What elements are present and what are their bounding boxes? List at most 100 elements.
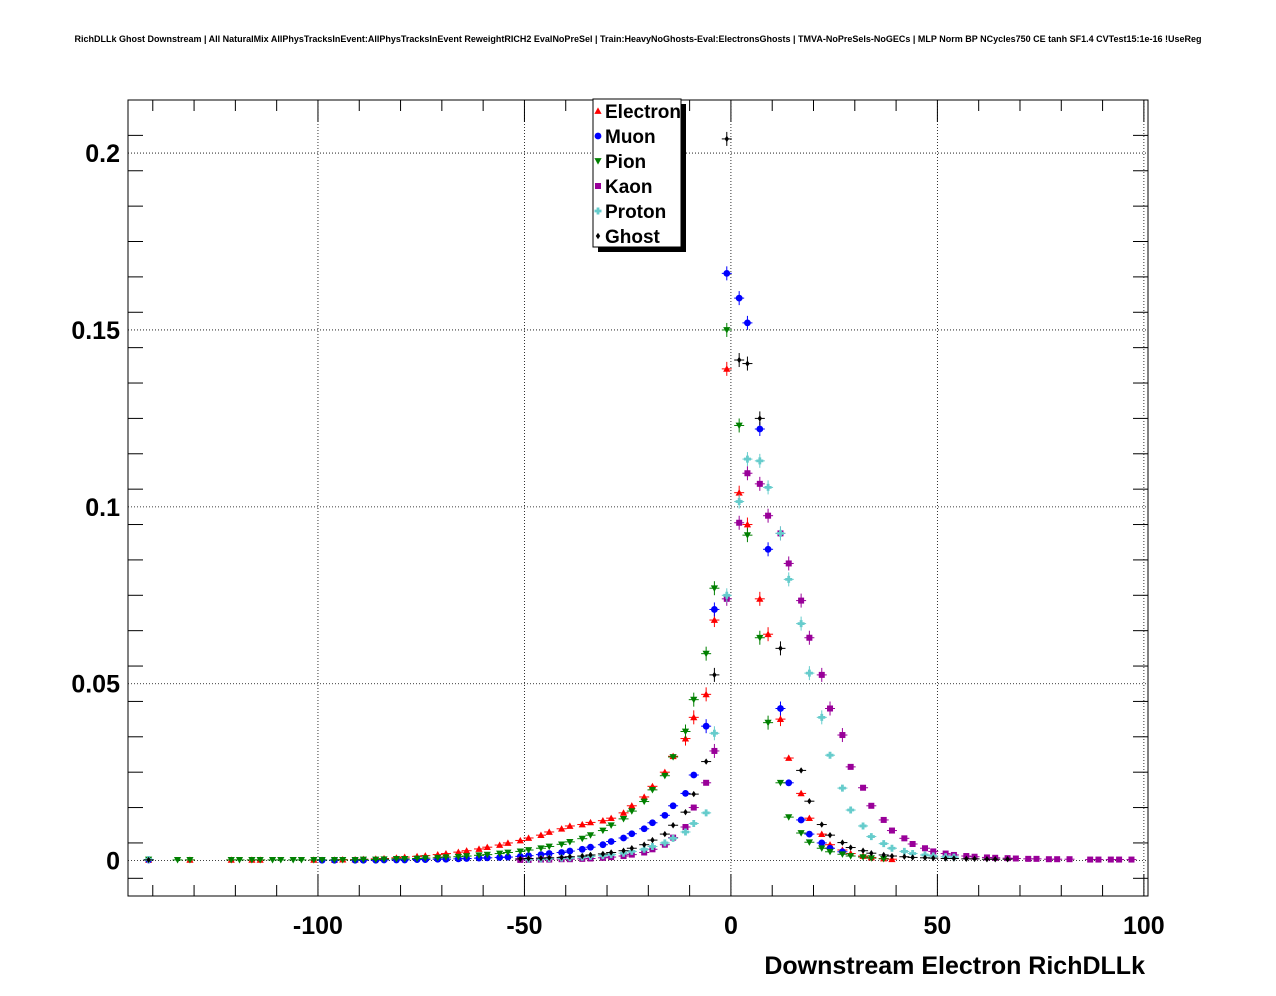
pion-data-point: [756, 634, 764, 642]
muon-data-point: [797, 816, 805, 824]
proton-data-point: [640, 845, 648, 853]
ghost-data-point: [819, 821, 824, 828]
chart-title: RichDLLk Ghost Downstream | All NaturalM…: [74, 34, 1201, 44]
ghost-data-point: [910, 854, 915, 861]
proton-data-point: [900, 847, 908, 855]
ghost-data-point: [972, 855, 977, 863]
y-tick-label: 0.05: [71, 671, 120, 699]
ghost-data-point: [807, 797, 812, 805]
kaon-data-point: [860, 784, 867, 791]
electron-data-point: [607, 814, 615, 822]
electron-data-point: [496, 841, 504, 848]
pion-data-point: [330, 857, 339, 864]
ghost-data-point: [984, 856, 990, 863]
muon-data-point: [702, 722, 710, 730]
kaon-data-point: [839, 732, 846, 739]
kaon-data-point: [930, 848, 937, 855]
kaon-data-point: [1116, 856, 1123, 863]
pion-data-point: [235, 857, 244, 864]
legend-entry-kaon: Kaon: [595, 177, 653, 198]
ghost-data-point: [964, 855, 969, 863]
kaon-data-point: [1025, 855, 1032, 862]
proton-data-point: [888, 844, 896, 852]
series-pion: [143, 322, 889, 864]
pion-data-point: [880, 855, 888, 863]
electron-data-point: [702, 690, 710, 698]
muon-data-point: [764, 545, 772, 553]
kaon-data-point: [711, 747, 718, 754]
pion-data-point: [545, 843, 553, 851]
pion-data-point: [227, 857, 235, 864]
ghost-data-point: [881, 851, 886, 859]
proton-data-point: [743, 455, 751, 463]
ghost-data-point: [547, 854, 552, 861]
pion-data-point: [723, 327, 731, 334]
legend-marker-kaon: [595, 183, 601, 189]
electron-data-point: [776, 715, 785, 722]
kaon-data-point: [736, 519, 743, 526]
pion-data-point: [297, 857, 306, 864]
legend-label-proton: Proton: [605, 202, 666, 223]
muon-data-point: [537, 851, 545, 859]
kaon-data-point: [765, 512, 772, 519]
proton-data-point: [661, 839, 669, 847]
proton-data-point: [785, 575, 793, 583]
proton-data-point: [764, 483, 772, 491]
pion-data-point: [401, 855, 409, 863]
pion-data-point: [818, 845, 826, 852]
kaon-data-point: [682, 824, 689, 831]
pion-data-point: [640, 798, 648, 806]
legend-label-kaon: Kaon: [605, 177, 653, 198]
pion-data-point: [268, 857, 277, 864]
ghost-data-point: [827, 831, 833, 839]
pion-data-point: [277, 857, 285, 864]
pion-data-point: [372, 856, 380, 864]
ghost-data-point: [922, 854, 928, 861]
proton-data-point: [756, 457, 764, 465]
proton-data-point: [867, 833, 875, 841]
kaon-data-point: [1045, 856, 1052, 863]
legend-label-pion: Pion: [605, 152, 646, 173]
proton-data-point: [690, 819, 698, 827]
proton-data-point: [859, 822, 867, 830]
pion-data-point: [496, 850, 504, 858]
ghost-data-point: [621, 847, 626, 854]
kaon-data-point: [1066, 856, 1073, 863]
x-tick-label: 0: [724, 912, 738, 940]
legend-entry-proton: Proton: [594, 202, 666, 223]
pion-data-point: [310, 857, 318, 864]
pion-data-point: [599, 827, 607, 835]
electron-data-point: [524, 834, 533, 841]
legend-entry-muon: Muon: [594, 127, 656, 148]
pion-data-point: [838, 851, 847, 858]
pion-data-point: [669, 754, 677, 761]
kaon-data-point: [1128, 856, 1135, 863]
x-tick-label: 100: [1123, 912, 1165, 940]
y-tick-label: 0.1: [85, 494, 120, 522]
muon-data-point: [566, 847, 574, 855]
kaon-data-point: [818, 671, 825, 678]
proton-data-point: [648, 842, 656, 850]
pion-data-point: [289, 857, 297, 864]
electron-data-point: [586, 818, 595, 826]
legend: Electron Muon Pion Kaon Proton Ghost: [592, 98, 686, 252]
kaon-data-point: [703, 779, 710, 786]
kaon-data-point: [827, 705, 834, 712]
pion-data-point: [628, 808, 636, 815]
muon-data-point: [661, 811, 669, 819]
data-series: [143, 131, 1137, 864]
proton-data-point: [826, 751, 834, 759]
kaon-data-point: [847, 763, 854, 770]
ghost-data-point: [1005, 856, 1010, 863]
electron-data-point: [475, 845, 483, 852]
proton-data-point: [776, 529, 784, 537]
ghost-data-point: [757, 415, 763, 422]
pion-data-point: [764, 719, 772, 727]
ghost-data-point: [641, 841, 647, 848]
pion-data-point: [186, 857, 194, 864]
pion-data-point: [413, 855, 421, 863]
tick-labels: -100 -50 0 50 100 0 0.05 0.1 0.15 0.2: [71, 140, 1164, 940]
x-tick-label: 50: [923, 912, 951, 940]
muon-data-point: [690, 771, 698, 779]
kaon-data-point: [1012, 855, 1019, 862]
